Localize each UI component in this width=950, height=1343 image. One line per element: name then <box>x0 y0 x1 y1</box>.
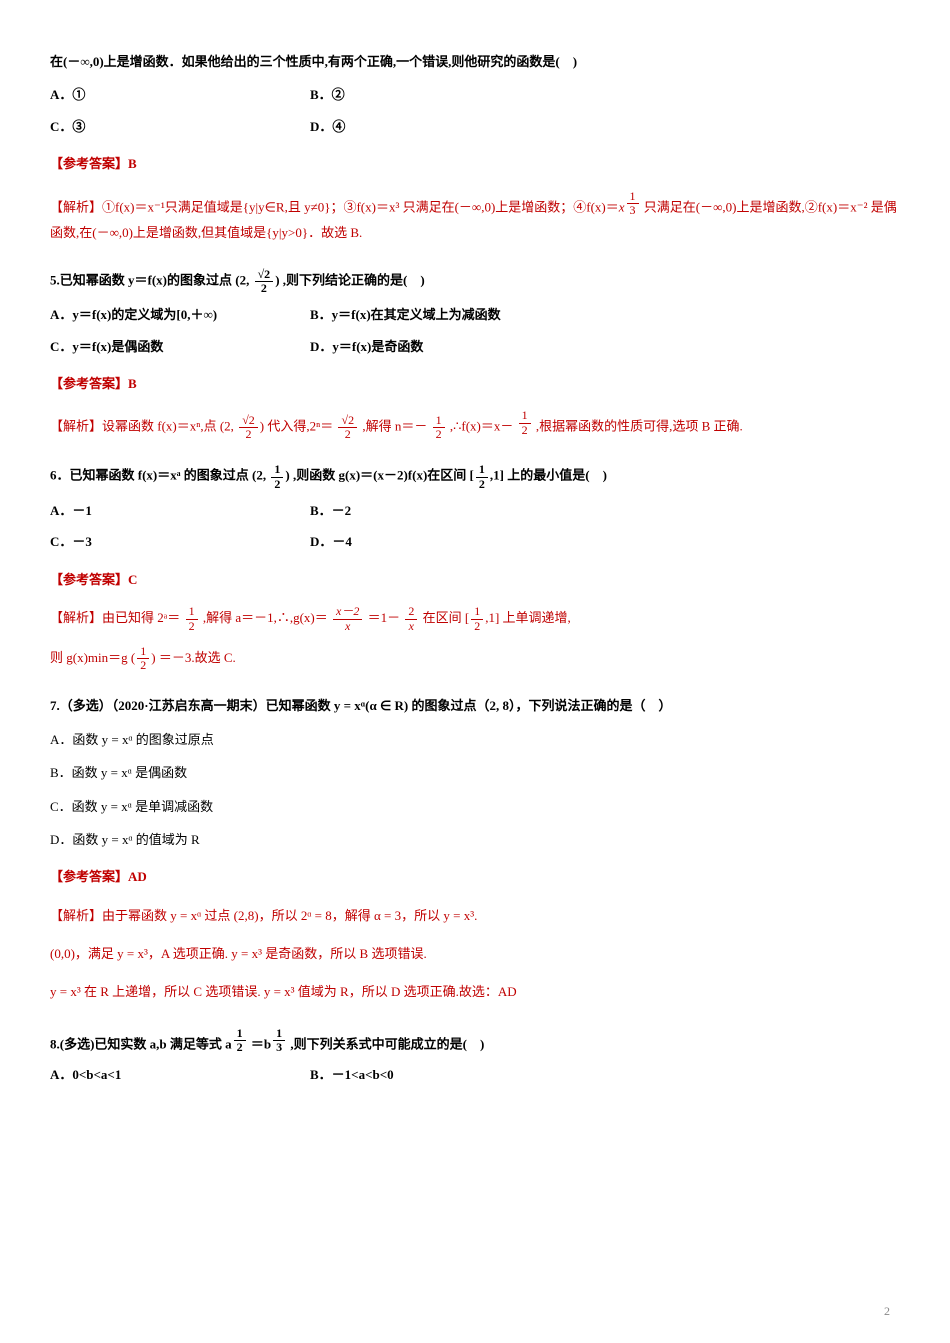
answer-7: 【参考答案】AD <box>50 865 900 888</box>
a6-l2-n: 1 <box>137 645 149 659</box>
a6-eq: ＝1－ <box>364 610 403 625</box>
q6-opts-1: A．－1 B．－2 <box>50 499 900 522</box>
a6-fd2: x <box>405 620 417 633</box>
a6-fn1: x－2 <box>333 605 362 619</box>
a5-den1: 2 <box>239 428 258 441</box>
analysis-7-l1: 【解析】由于幂函数 y = xᵅ 过点 (2,8)，所以 2ᵅ = 8，解得 α… <box>50 903 900 929</box>
q8-e1n: 1 <box>234 1027 246 1041</box>
q8-b: B．－1<a<b<0 <box>310 1063 570 1086</box>
q5-opts-2: C．y＝f(x)是偶函数 D．y＝f(x)是奇函数 <box>50 335 900 358</box>
analysis-7-l3: y = x³ 在 R 上递增，所以 C 选项错误. y = x³ 值域为 R，所… <box>50 979 900 1005</box>
answer-6: 【参考答案】C <box>50 568 900 591</box>
q5-b: B．y＝f(x)在其定义域上为减函数 <box>310 303 570 326</box>
q5-opts-1: A．y＝f(x)的定义域为[0,＋∞) B．y＝f(x)在其定义域上为减函数 <box>50 303 900 326</box>
q8-mid: ＝b <box>248 1036 271 1051</box>
a5-s: ,根据幂函数的性质可得,选项 B 正确. <box>533 419 743 434</box>
a5-num2: √2 <box>338 414 357 428</box>
analysis-6: 【解析】由已知得 2ᵃ＝ 12 ,解得 a＝－1,∴,g(x)＝ x－2x ＝1… <box>50 605 900 633</box>
intro-line: 在(－∞,0)上是增函数．如果他给出的三个性质中,有两个正确,一个错误,则他研究… <box>50 50 900 73</box>
answer-5: 【参考答案】B <box>50 372 900 395</box>
q6-a: A．－1 <box>50 499 310 522</box>
a5-den4: 2 <box>519 424 531 437</box>
opt-a: A．① <box>50 83 310 106</box>
intro-options-2: C．③ D．④ <box>50 115 900 138</box>
analysis-5: 【解析】设幂函数 f(x)＝xⁿ,点 (2, √22) 代入得,2ⁿ＝ √22 … <box>50 409 900 441</box>
q8-prefix: 8.(多选)已知实数 a,b 满足等式 a <box>50 1036 232 1051</box>
a6-m2: 在区间 <box>419 610 465 625</box>
q6-suffix: 上的最小值是( ) <box>504 468 607 483</box>
a6-int-post: ,1] <box>485 610 499 625</box>
q7-a: A．函数 y = xᵅ 的图象过原点 <box>50 728 900 751</box>
q6-int-pre: [ <box>470 468 474 483</box>
a5-num3: 1 <box>433 414 445 428</box>
a6-fd1: x <box>333 620 362 633</box>
a5-m1: 代入得,2ⁿ＝ <box>264 419 336 434</box>
intro-options: A．① B．② <box>50 83 900 106</box>
q7-b: B．函数 y = xᵅ 是偶函数 <box>50 761 900 784</box>
q6-b: B．－2 <box>310 499 570 522</box>
answer-intro: 【参考答案】B <box>50 152 900 175</box>
a6-l2-p: 则 g(x)min＝g <box>50 650 131 665</box>
q8-a: A．0<b<a<1 <box>50 1063 310 1086</box>
q8-suffix: ,则下列关系式中可能成立的是( ) <box>287 1036 484 1051</box>
a6-m1: ,解得 a＝－1,∴,g(x)＝ <box>200 610 331 625</box>
a5-p: 【解析】设幂函数 f(x)＝xⁿ,点 <box>50 419 220 434</box>
q8-e2d: 3 <box>273 1041 285 1054</box>
q5-prefix: 5.已知幂函数 y＝f(x)的图象过点 <box>50 273 235 288</box>
q6-int-num: 1 <box>476 463 488 477</box>
q6: 6．已知幂函数 f(x)＝xᵃ 的图象过点 (2, 12) ,则函数 g(x)＝… <box>50 463 900 490</box>
q5-d: D．y＝f(x)是奇函数 <box>310 335 570 358</box>
a6-p: 【解析】由已知得 2ᵃ＝ <box>50 610 184 625</box>
opt-c: C．③ <box>50 115 310 138</box>
q8: 8.(多选)已知实数 a,b 满足等式 a12 ＝b13 ,则下列关系式中可能成… <box>50 1027 900 1056</box>
a6-l2-s: ＝－3.故选 C. <box>156 650 236 665</box>
a5-m2: ,解得 n＝－ <box>359 419 431 434</box>
opt-b: B．② <box>310 83 570 106</box>
q8-e1d: 2 <box>234 1041 246 1054</box>
q6-opts-2: C．－3 D．－4 <box>50 530 900 553</box>
q6-d: D．－4 <box>310 530 570 553</box>
opt-d: D．④ <box>310 115 570 138</box>
a6-int-pre: [ <box>465 610 469 625</box>
q6-int-den: 2 <box>476 478 488 491</box>
analysis-7-l2: (0,0)，满足 y = x³，A 选项正确. y = x³ 是奇函数，所以 B… <box>50 941 900 967</box>
q6-mid: ,则函数 g(x)＝(x－2)f(x)在区间 <box>290 468 470 483</box>
page-number: 2 <box>884 1301 890 1323</box>
q5-den: 2 <box>255 282 274 295</box>
analysis-6-line2: 则 g(x)min＝g (12) ＝－3.故选 C. <box>50 645 900 673</box>
a6-l2-d: 2 <box>137 659 149 672</box>
x-base: x <box>619 199 625 214</box>
q7: 7.（多选）（2020·江苏启东高一期末）已知幂函数 y = xᵅ(α ∈ R)… <box>50 694 900 717</box>
a6-n1: 1 <box>186 605 198 619</box>
q5-suffix: ,则下列结论正确的是( ) <box>280 273 425 288</box>
q5-c: C．y＝f(x)是偶函数 <box>50 335 310 358</box>
q6-num: 1 <box>271 463 283 477</box>
q6-int-post: ,1] <box>490 468 504 483</box>
q5-num: √2 <box>255 268 274 282</box>
a5-m3: ,∴f(x)＝x－ <box>447 419 517 434</box>
q7-d: D．函数 y = xᵅ 的值域为 R <box>50 828 900 851</box>
a5-den2: 2 <box>338 428 357 441</box>
a6-s: 上单调递增, <box>499 610 571 625</box>
q6-prefix: 6．已知幂函数 f(x)＝xᵃ 的图象过点 <box>50 468 252 483</box>
q7-c: C．函数 y = xᵅ 是单调减函数 <box>50 795 900 818</box>
q5-a: A．y＝f(x)的定义域为[0,＋∞) <box>50 303 310 326</box>
a6-fn2: 2 <box>405 605 417 619</box>
q5: 5.已知幂函数 y＝f(x)的图象过点 (2, √22) ,则下列结论正确的是(… <box>50 268 900 295</box>
q8-opts: A．0<b<a<1 B．－1<a<b<0 <box>50 1063 900 1086</box>
analysis-intro: 【解析】①f(x)＝x⁻¹只满足值域是{y|y∈R,且 y≠0}；③f(x)＝x… <box>50 190 900 246</box>
q6-den: 2 <box>271 478 283 491</box>
exp-den: 3 <box>627 204 639 217</box>
a5-num4: 1 <box>519 409 531 423</box>
a5-num1: √2 <box>239 414 258 428</box>
a6-int-den: 2 <box>471 620 483 633</box>
exp-num: 1 <box>627 190 639 204</box>
a6-d1: 2 <box>186 620 198 633</box>
q8-e2n: 1 <box>273 1027 285 1041</box>
q6-c: C．－3 <box>50 530 310 553</box>
a6-int-num: 1 <box>471 605 483 619</box>
a5-den3: 2 <box>433 428 445 441</box>
analysis-intro-prefix: 【解析】①f(x)＝x⁻¹只满足值域是{y|y∈R,且 y≠0}；③f(x)＝x… <box>50 199 619 214</box>
